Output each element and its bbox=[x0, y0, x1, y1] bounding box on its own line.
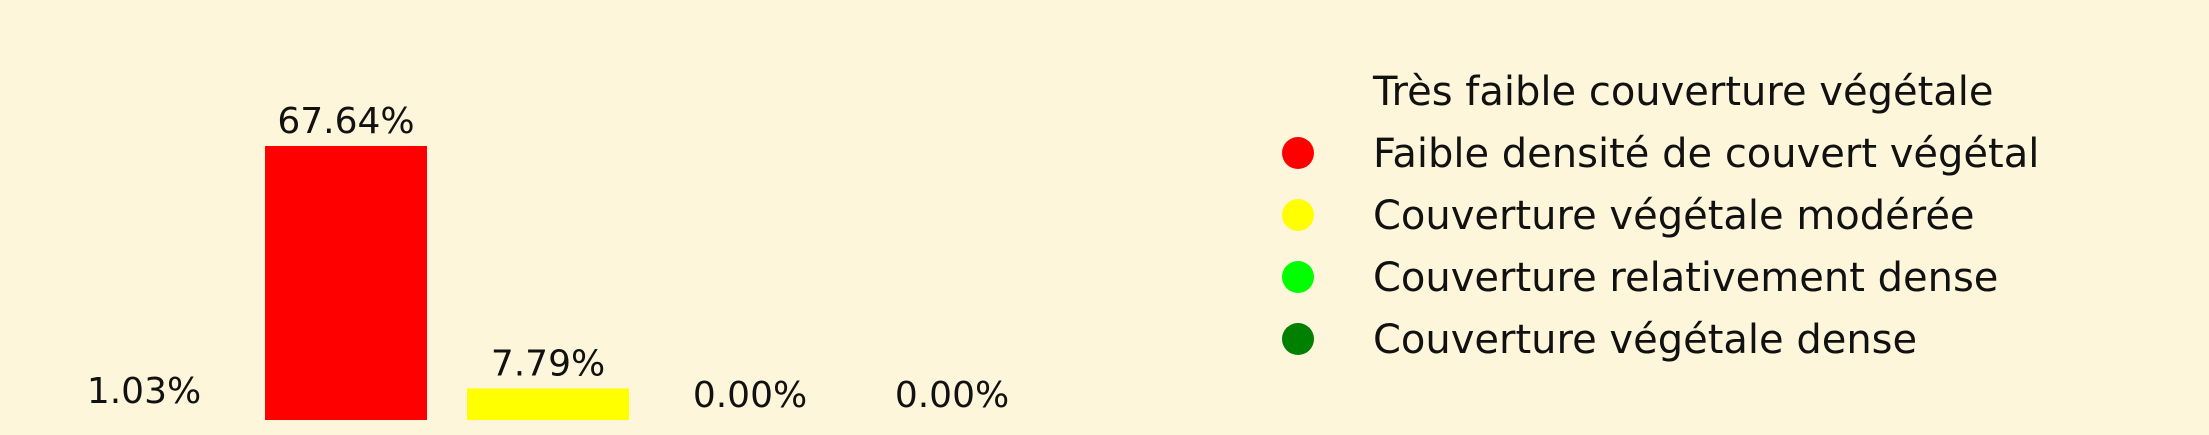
bar-1 bbox=[63, 415, 225, 420]
bar-2 bbox=[265, 146, 427, 420]
legend-label-4: Couverture relativement dense bbox=[1373, 255, 1998, 301]
bar-value-label-2: 67.64% bbox=[277, 101, 414, 142]
legend-label-2: Faible densité de couvert végétal bbox=[1373, 131, 2039, 177]
legend-label-5: Couverture végétale dense bbox=[1373, 317, 1917, 363]
bar-value-label-4: 0.00% bbox=[693, 375, 807, 416]
legend-label-1: Très faible couverture végétale bbox=[1372, 69, 1994, 115]
bars-group bbox=[63, 146, 629, 420]
bar-value-label-1: 1.03% bbox=[87, 371, 201, 412]
legend-marker-1 bbox=[1282, 75, 1314, 107]
bar-labels-group: 1.03% 67.64% 7.79% 0.00% 0.00% bbox=[87, 101, 1009, 416]
legend: Très faible couverture végétale Faible de… bbox=[1282, 69, 2039, 363]
bar-3 bbox=[467, 388, 629, 420]
legend-marker-5 bbox=[1282, 323, 1314, 355]
legend-marker-2 bbox=[1282, 137, 1314, 169]
bar-value-label-3: 7.79% bbox=[491, 343, 605, 384]
legend-marker-3 bbox=[1282, 199, 1314, 231]
legend-marker-4 bbox=[1282, 261, 1314, 293]
bar-value-label-5: 0.00% bbox=[895, 375, 1009, 416]
legend-label-3: Couverture végétale modérée bbox=[1373, 193, 1975, 239]
